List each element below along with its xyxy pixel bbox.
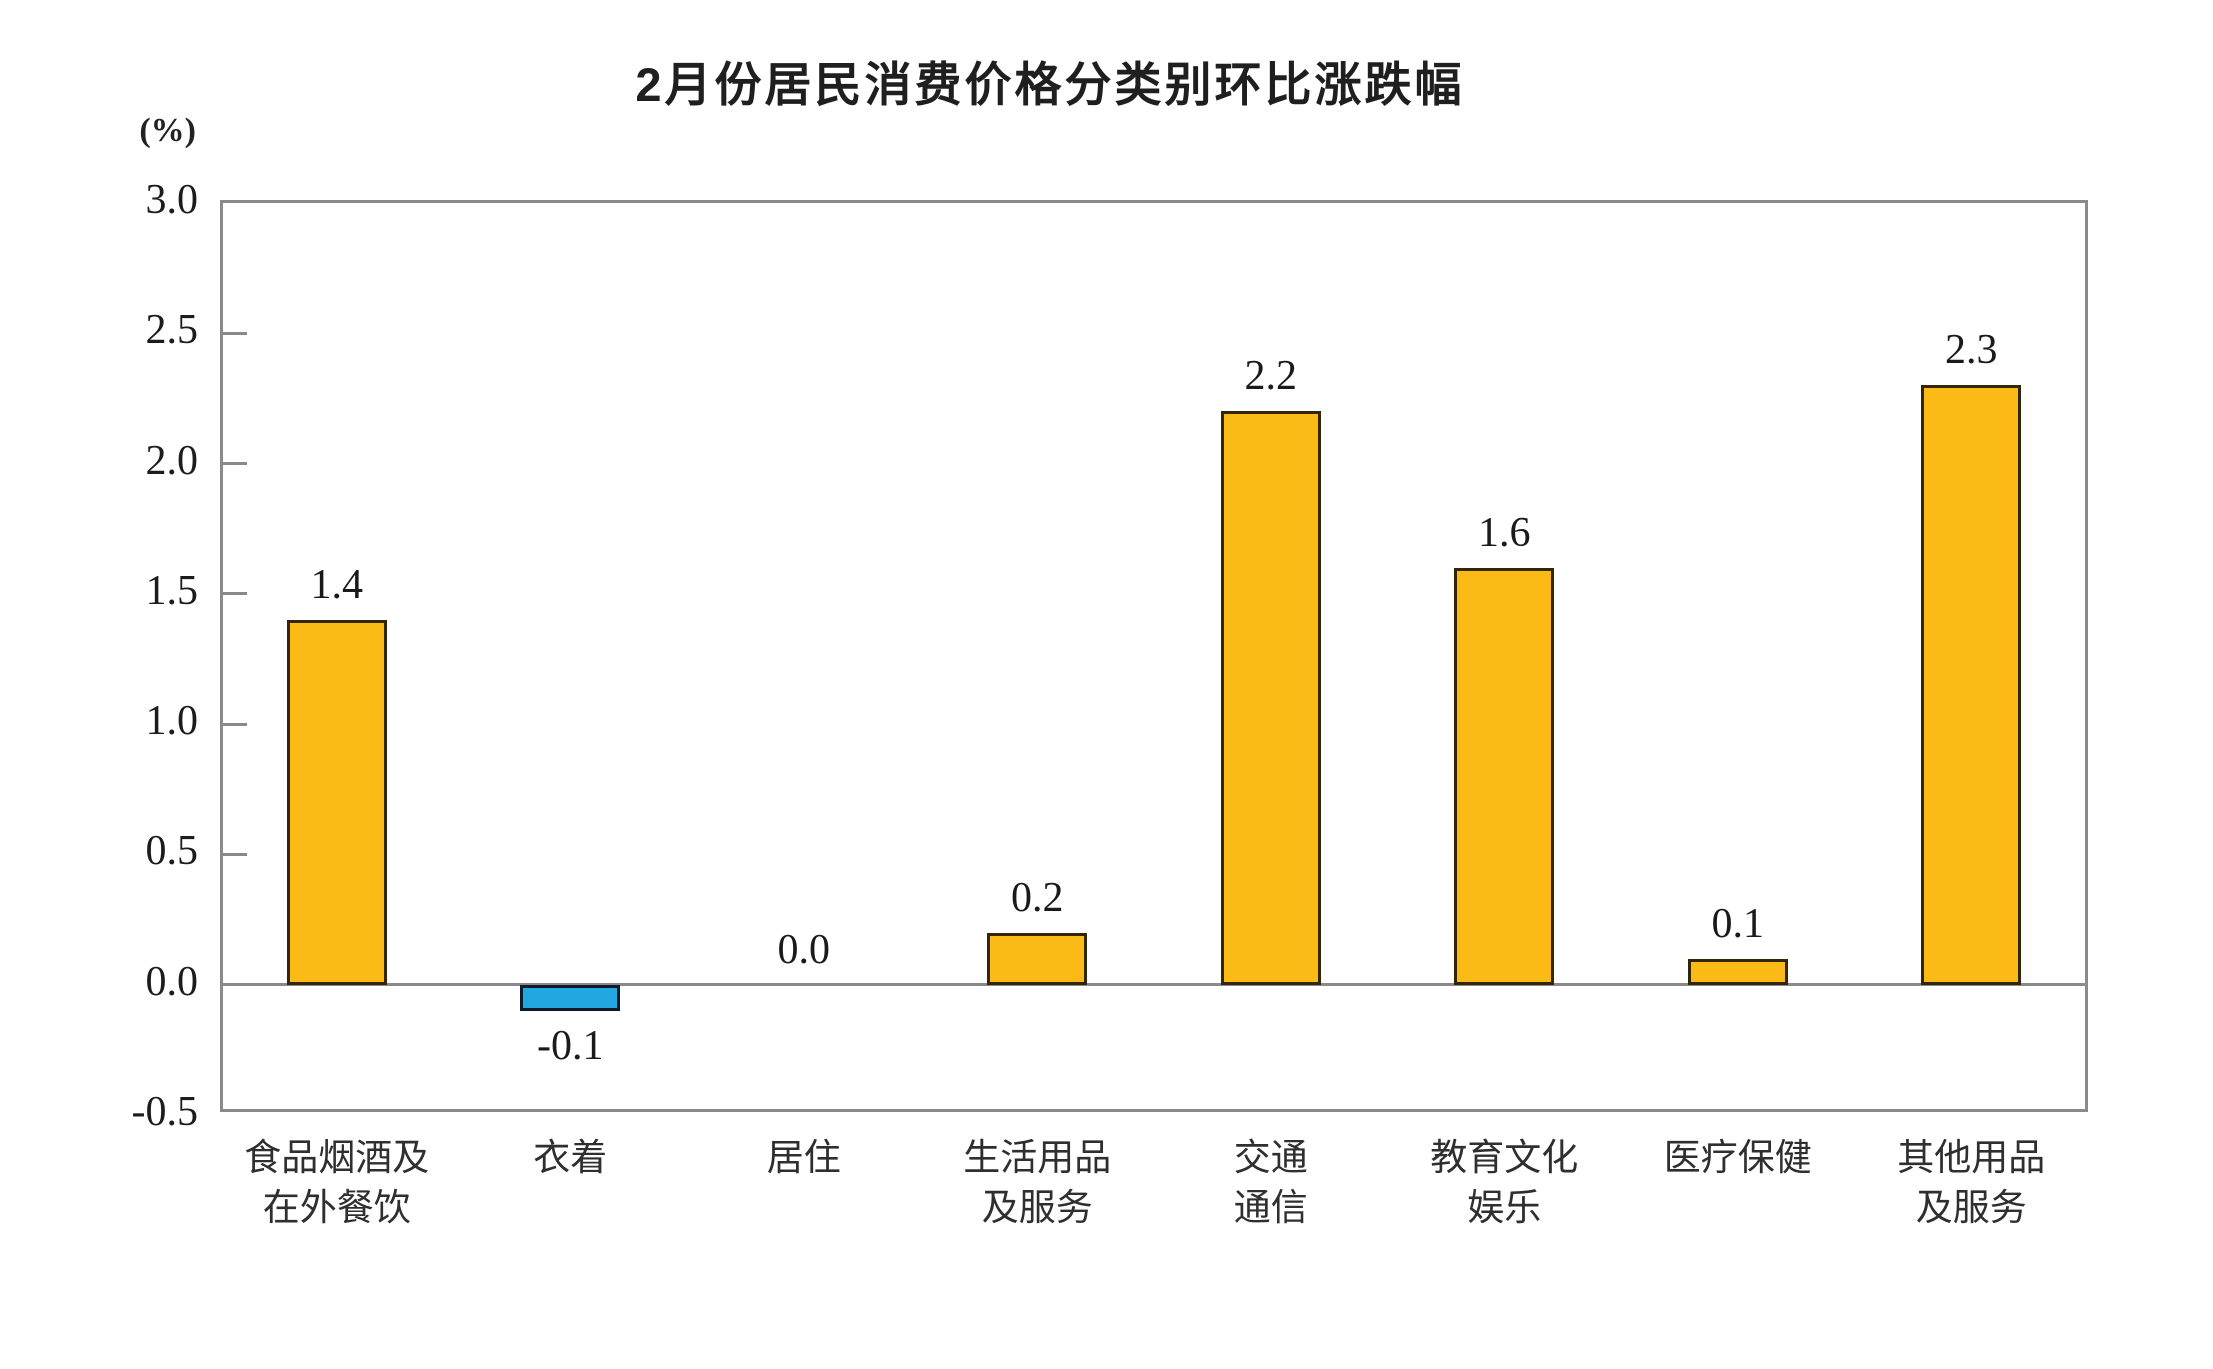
x-category-label-line: 及服务 [981,1188,1093,1229]
x-category-label-line: 居住 [766,1138,841,1179]
x-category-label: 衣着 [454,1134,688,1184]
bar-value-label: 0.1 [1711,900,1765,947]
x-category-label-line: 生活用品 [963,1138,1112,1179]
y-tick-label: 3.0 [145,177,199,223]
x-category-label: 其他用品 及服务 [1855,1134,2089,1234]
bar-value-label: 0.0 [777,926,831,973]
bar-7 [1687,958,1788,985]
bar-4 [987,932,1088,985]
x-category-label-line: 娱乐 [1467,1188,1542,1229]
y-tick-mark [223,462,247,466]
y-tick-mark [223,852,247,856]
x-category-label: 食品烟酒及 在外餐饮 [220,1134,454,1234]
chart-title: 2月份居民消费价格分类别环比涨跌幅 [635,58,1465,111]
bar-8 [1921,385,2022,985]
x-category-label-line: 衣着 [533,1138,608,1179]
x-category-label-line: 医疗保健 [1663,1138,1812,1179]
x-category-label: 交通 通信 [1154,1134,1388,1234]
x-category-label: 教育文化 娱乐 [1388,1134,1622,1234]
y-tick-label: 0.0 [145,958,199,1005]
x-category-label: 医疗保健 [1621,1134,1855,1184]
bar-value-label: 0.2 [1011,874,1064,921]
x-category-label-line: 在外餐饮 [262,1188,411,1229]
y-tick-label: 2.0 [145,437,199,484]
y-tick-mark [223,722,247,726]
bar-2 [520,984,621,1011]
bar-value-label: 2.3 [1945,327,1998,374]
bar-6 [1454,567,1555,985]
y-tick-label: 2.5 [145,307,199,354]
bar-value-label: 1.6 [1478,509,1531,556]
bar-value-label: -0.1 [537,1022,604,1069]
y-tick-label: 0.5 [145,828,199,875]
x-category-label-line: 其他用品 [1897,1138,2046,1179]
y-tick-mark [223,592,247,596]
bar-1 [286,619,387,985]
y-tick-label: -0.5 [131,1089,199,1135]
y-tick-label: 1.0 [145,698,199,745]
bar-value-label: 2.2 [1244,353,1298,400]
x-category-label-line: 教育文化 [1430,1138,1579,1179]
plot-area: 1.4 -0.1 0.0 0.2 2.2 1.6 0.1 2.3 [220,200,2088,1112]
x-category-label: 居住 [687,1134,921,1184]
x-category-label-line: 及服务 [1915,1188,2027,1229]
y-axis-unit-label: (%) [139,112,196,149]
x-category-label-line: 食品烟酒及 [244,1138,430,1179]
x-category-label: 生活用品 及服务 [921,1134,1155,1234]
bar-5 [1220,411,1321,985]
zero-baseline [223,983,2085,987]
bar-value-label: 1.4 [310,561,364,608]
y-tick-mark [223,331,247,335]
x-category-label-line: 交通 [1233,1138,1308,1179]
x-category-label-line: 通信 [1233,1188,1308,1229]
y-tick-label: 1.5 [145,567,199,614]
